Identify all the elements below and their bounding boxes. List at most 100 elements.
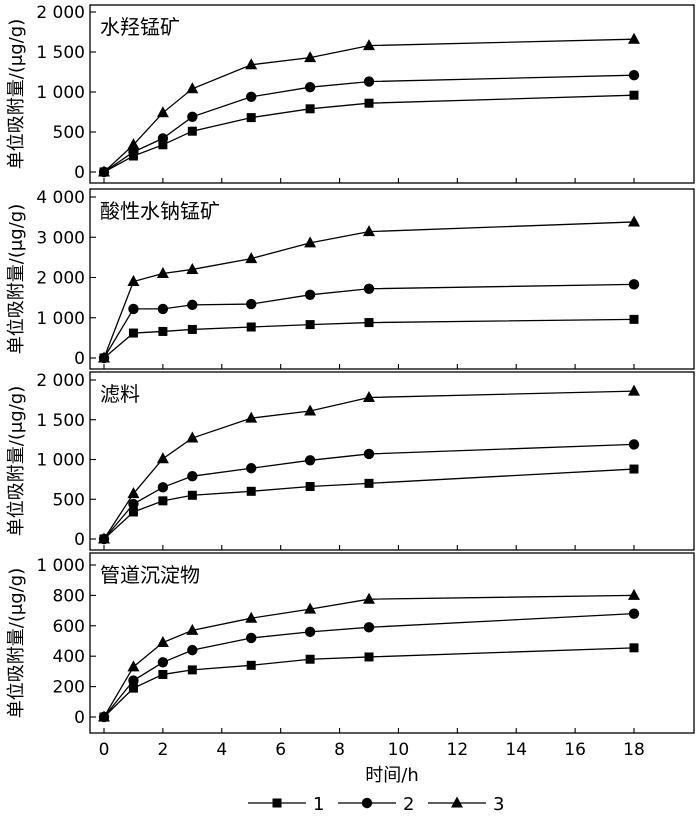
y-tick-label: 2 000: [36, 371, 85, 391]
data-point-series-2: [246, 91, 257, 103]
data-point-series-2: [304, 289, 316, 301]
y-tick-label: 0: [74, 349, 85, 369]
data-point-series-1: [629, 314, 639, 324]
x-tick-label: 0: [99, 740, 110, 760]
series-line-1: [103, 647, 635, 718]
panel-title: 酸性水钠锰矿: [100, 199, 220, 223]
x-tick-label: 16: [564, 740, 586, 760]
data-point-series-3: [304, 236, 317, 248]
data-point-series-2: [128, 303, 139, 315]
chart-panel-4: 0 200 400 600 800 1 000 0 2 4 6 8 10 12 14 16 18 管道沉淀物 单位…: [6, 552, 695, 786]
data-point-series-3: [628, 588, 640, 600]
data-point-series-2: [363, 283, 375, 294]
data-point-series-2: [157, 303, 169, 315]
data-point-series-1: [305, 654, 315, 664]
data-point-series-1: [305, 320, 315, 330]
data-point-series-1: [629, 464, 639, 474]
data-point-series-3: [628, 384, 640, 396]
data-point-series-1: [305, 482, 315, 492]
data-point-series-2: [128, 146, 139, 158]
plot-frame: [89, 4, 695, 184]
legend-marker-2: [361, 797, 373, 809]
x-tick-label: 2: [157, 740, 168, 760]
data-point-series-3: [98, 710, 110, 722]
y-tick-label: 2 000: [36, 269, 85, 289]
data-point-series-3: [98, 532, 110, 544]
data-point-series-2: [246, 632, 257, 644]
data-point-series-2: [157, 482, 169, 493]
data-point-series-1: [128, 328, 138, 338]
y-axis-label: 单位吸附量/(μg/g): [6, 386, 27, 536]
x-axis-label: 时间/h: [365, 765, 418, 786]
data-point-series-3: [98, 165, 110, 177]
data-point-series-1: [128, 507, 138, 517]
y-tick-label: 800: [53, 586, 85, 606]
y-tick-label: 0: [74, 708, 85, 728]
data-point-series-3: [363, 592, 375, 604]
data-point-series-2: [187, 299, 198, 311]
data-point-series-2: [246, 463, 257, 474]
data-point-series-3: [245, 611, 258, 623]
data-point-series-2: [128, 675, 139, 686]
data-point-series-3: [304, 602, 317, 614]
data-point-series-3: [156, 266, 169, 278]
chart-panel-3: 0 500 1 000 1 500 2 000 滤料 单位吸附量/(μg/g): [6, 371, 695, 551]
data-point-series-3: [186, 623, 199, 635]
data-point-series-3: [363, 225, 375, 237]
data-point-series-3: [156, 106, 169, 118]
plot-frame: [89, 371, 695, 551]
data-point-series-3: [127, 138, 140, 150]
data-point-series-3: [628, 32, 640, 44]
y-tick-label: 1 500: [36, 43, 85, 63]
data-point-series-3: [127, 660, 140, 672]
data-point-series-1: [128, 683, 138, 693]
data-point-series-3: [363, 39, 375, 51]
y-axis-label: 单位吸附量/(μg/g): [6, 568, 27, 718]
data-point-series-2: [157, 657, 169, 668]
data-point-series-2: [628, 279, 640, 290]
y-tick-label: 1 000: [36, 556, 85, 576]
series-line-3: [103, 594, 635, 718]
data-point-series-1: [305, 104, 315, 114]
y-tick-label: 1 000: [36, 309, 85, 329]
data-point-series-1: [629, 90, 639, 100]
x-tick-label: 10: [388, 740, 410, 760]
x-tick-label: 12: [447, 740, 469, 760]
data-point-series-1: [187, 665, 197, 675]
x-tick-label: 8: [334, 740, 345, 760]
panel-title: 水羟锰矿: [100, 15, 180, 39]
data-point-series-3: [186, 82, 199, 94]
data-point-series-2: [128, 498, 139, 510]
data-point-series-2: [304, 82, 316, 93]
data-point-series-2: [187, 644, 198, 656]
data-point-series-2: [157, 133, 169, 144]
x-tick-label: 6: [275, 740, 286, 760]
data-point-series-2: [628, 70, 640, 81]
data-point-series-1: [364, 318, 374, 328]
data-point-series-3: [98, 351, 110, 363]
y-axis-label: 单位吸附量/(μg/g): [6, 19, 27, 169]
data-point-series-3: [363, 390, 375, 402]
y-axis-label: 单位吸附量/(μg/g): [6, 204, 27, 354]
data-point-series-3: [304, 404, 317, 416]
y-tick-label: 1 000: [36, 83, 85, 103]
legend-marker-1: [272, 798, 282, 808]
y-tick-label: 3 000: [36, 228, 85, 248]
legend: 1 2 3: [248, 794, 504, 815]
series-line-2: [103, 443, 635, 540]
data-point-series-1: [158, 140, 168, 150]
y-tick-label: 0: [74, 530, 85, 550]
data-point-series-3: [127, 275, 140, 287]
series-line-1: [103, 468, 635, 540]
y-tick-label: 4 000: [36, 188, 85, 208]
plot-frame: [89, 552, 695, 734]
legend-label: 2: [403, 794, 414, 815]
data-point-series-1: [629, 643, 639, 653]
chart-panel-2: 0 1 000 2 000 3 000 4 000 酸性水钠锰矿 单位吸附量/(μg/g): [6, 188, 695, 370]
x-tick-label: 18: [623, 740, 645, 760]
data-point-series-1: [158, 326, 168, 336]
data-point-series-1: [187, 324, 197, 334]
y-tick-label: 1 500: [36, 411, 85, 431]
